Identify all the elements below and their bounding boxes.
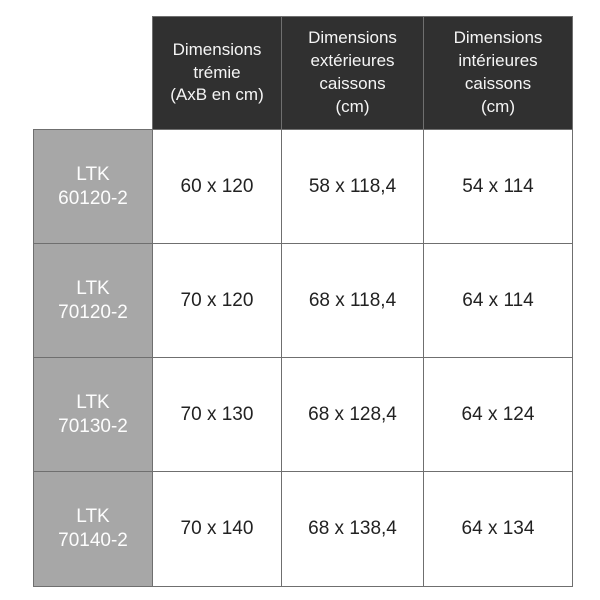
row-label-ltk-60120-2: LTK 60120-2	[33, 129, 153, 244]
col-header-tremie: Dimensions trémie (AxB en cm)	[152, 16, 282, 130]
col-header-interieures-caissons: Dimensions intérieures caissons (cm)	[423, 16, 573, 130]
table-row: LTK 70120-2 70 x 120 68 x 118,4 64 x 114	[33, 243, 573, 358]
row-label-ltk-70140-2: LTK 70140-2	[33, 471, 153, 587]
cell-interieur: 64 x 114	[423, 243, 573, 358]
table-row: LTK 60120-2 60 x 120 58 x 118,4 54 x 114	[33, 129, 573, 244]
col-header-exterieures-caissons: Dimensions extérieures caissons (cm)	[281, 16, 424, 130]
cell-interieur: 64 x 134	[423, 471, 573, 587]
cell-interieur: 54 x 114	[423, 129, 573, 244]
cell-tremie: 60 x 120	[152, 129, 282, 244]
row-label-ltk-70130-2: LTK 70130-2	[33, 357, 153, 472]
cell-exterieur: 68 x 118,4	[281, 243, 424, 358]
cell-exterieur: 68 x 138,4	[281, 471, 424, 587]
cell-interieur: 64 x 124	[423, 357, 573, 472]
corner-spacer	[33, 16, 153, 130]
table-header-row: Dimensions trémie (AxB en cm) Dimensions…	[33, 16, 573, 130]
table-row: LTK 70140-2 70 x 140 68 x 138,4 64 x 134	[33, 471, 573, 587]
cell-exterieur: 58 x 118,4	[281, 129, 424, 244]
row-label-ltk-70120-2: LTK 70120-2	[33, 243, 153, 358]
cell-tremie: 70 x 120	[152, 243, 282, 358]
cell-exterieur: 68 x 128,4	[281, 357, 424, 472]
table-row: LTK 70130-2 70 x 130 68 x 128,4 64 x 124	[33, 357, 573, 472]
cell-tremie: 70 x 140	[152, 471, 282, 587]
dimensions-table: Dimensions trémie (AxB en cm) Dimensions…	[33, 16, 573, 587]
cell-tremie: 70 x 130	[152, 357, 282, 472]
